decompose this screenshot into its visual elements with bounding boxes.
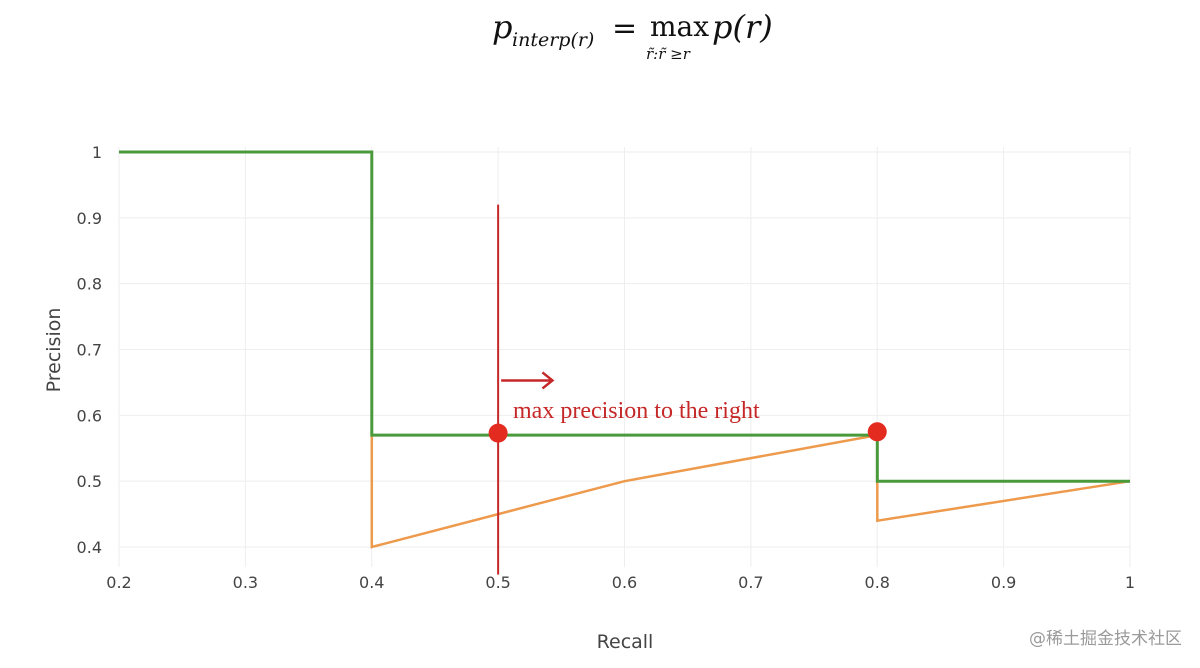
series-line-interpolated bbox=[119, 150, 1130, 483]
formula-lhs-symbol: p bbox=[492, 8, 512, 46]
x-tick-label: 0.9 bbox=[991, 573, 1016, 592]
x-tick-label: 0.6 bbox=[612, 573, 637, 592]
y-tick-label: 1 bbox=[92, 143, 102, 162]
x-tick-label: 0.4 bbox=[359, 573, 384, 592]
grid bbox=[118, 147, 1131, 567]
formula-lhs-subscript: interp(r) bbox=[512, 29, 594, 51]
marker-point bbox=[488, 423, 508, 443]
x-tick-label: 0.7 bbox=[738, 573, 763, 592]
annotation-text: max precision to the right bbox=[513, 398, 760, 424]
series bbox=[119, 150, 1131, 549]
annotations bbox=[488, 204, 887, 575]
formula-operator: max bbox=[650, 10, 709, 43]
marker-point bbox=[867, 422, 887, 442]
watermark: @稀土掘金技术社区 bbox=[1029, 629, 1182, 649]
x-tick-label: 1 bbox=[1125, 573, 1135, 592]
x-axis-title: Recall bbox=[597, 631, 654, 653]
series-line-raw bbox=[370, 433, 1131, 549]
formula: p interp(r) = max r̃:r̃ ≥r p(r) bbox=[492, 8, 773, 63]
x-tick-label: 0.5 bbox=[485, 573, 510, 592]
formula-operator-subscript: r̃:r̃ ≥r bbox=[646, 45, 691, 63]
x-tick-label: 0.2 bbox=[106, 573, 131, 592]
y-tick-label: 0.6 bbox=[77, 406, 102, 425]
y-tick-label: 0.7 bbox=[77, 341, 102, 360]
arrow-head bbox=[541, 371, 555, 390]
y-tick-label: 0.5 bbox=[77, 472, 102, 491]
formula-equals: = bbox=[612, 11, 637, 46]
tick-labels: 0.2 0.3 0.4 0.5 0.6 0.7 0.8 0.9 1 0.4 0.5 0.6 0.7 0.8… bbox=[77, 143, 1136, 592]
formula-rhs: p(r) bbox=[712, 8, 773, 46]
x-tick-label: 0.3 bbox=[233, 573, 258, 592]
y-axis-title: Precision bbox=[43, 308, 65, 393]
x-tick-label: 0.8 bbox=[865, 573, 890, 592]
y-tick-label: 0.8 bbox=[77, 275, 102, 294]
y-tick-label: 0.9 bbox=[77, 209, 102, 228]
y-tick-label: 0.4 bbox=[77, 538, 102, 557]
